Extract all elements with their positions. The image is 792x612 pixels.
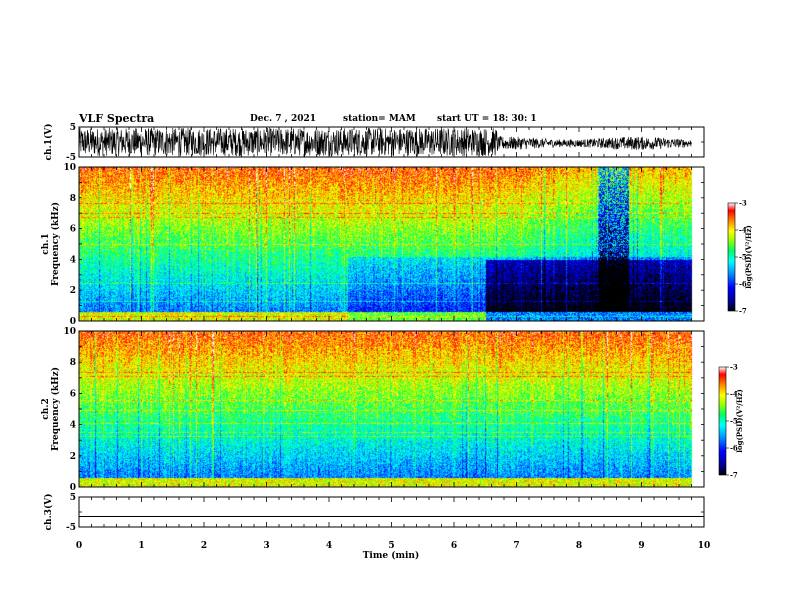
ch2-colorbar: -3 -4 -5 -6 -7 xyxy=(718,363,738,480)
ch1-spectrogram-ticks: 0 2 4 6 8 10 xyxy=(63,163,705,327)
date-label: Dec. 7 , 2021 xyxy=(250,114,316,124)
start-time-label: start UT = 18: 30: 1 xyxy=(437,114,537,124)
ch2-spectrogram-ylabel-top: ch.2 xyxy=(41,398,51,419)
y-tick-label: 0 xyxy=(70,317,76,327)
y-tick-label: 6 xyxy=(70,225,76,235)
ch1-spectrogram-ylabel-top: ch.1 xyxy=(41,233,51,254)
colorbar-tick-label: -6 xyxy=(739,280,747,289)
x-tick-label: 9 xyxy=(638,541,644,551)
ch3-waveform-panel: 5 -5 xyxy=(66,493,705,533)
station-label: station= MAM xyxy=(343,114,416,124)
y-tick-label: 5 xyxy=(70,493,76,503)
ch1-colorbar: -3 -4 -5 -6 -7 xyxy=(727,199,747,316)
y-tick-label: -5 xyxy=(66,153,76,163)
ch1-spectrogram-ylabel: Frequency (kHz) xyxy=(50,202,61,286)
y-tick-label: 8 xyxy=(70,358,76,368)
ch1-waveform-line xyxy=(79,127,692,157)
colorbar-tick-label: -5 xyxy=(730,417,738,426)
ch2-spectrogram-ylabel: Frequency (kHz) xyxy=(50,367,61,451)
colorbar-tick-label: -6 xyxy=(730,444,738,453)
y-tick-label: 10 xyxy=(63,327,76,337)
time-xtick-labels: 0 1 2 3 4 5 6 7 8 9 10 xyxy=(76,541,710,551)
ch1-colorbar-gradient xyxy=(727,202,736,312)
x-tick-label: 5 xyxy=(388,541,394,551)
x-tick-label: 8 xyxy=(576,541,582,551)
ch1-waveform-ylabel: ch.1(V) xyxy=(43,124,54,161)
y-tick-label: 0 xyxy=(70,483,76,493)
y-tick-label: -5 xyxy=(66,523,76,533)
ch2-spectrogram-panel: 0 2 4 6 8 10 xyxy=(63,327,705,493)
ch2-colorbar-label: log(PSD)(V²/Hz) xyxy=(735,389,744,453)
y-tick-label: 10 xyxy=(63,163,76,173)
ch1-waveform-panel: 5 -5 xyxy=(66,123,705,163)
ch1-spectrogram-canvas-wrap xyxy=(79,167,704,321)
ch1-colorbar-label: log(PSD)(V²/Hz) xyxy=(744,225,753,289)
ch1-spectrogram-panel: 0 2 4 6 8 10 xyxy=(63,163,705,327)
colorbar-tick-label: -3 xyxy=(730,363,738,372)
x-tick-label: 2 xyxy=(201,541,207,551)
x-tick-label: 4 xyxy=(326,541,332,551)
colorbar-tick-label: -5 xyxy=(739,253,747,262)
ch2-colorbar-gradient xyxy=(718,366,727,476)
y-tick-label: 2 xyxy=(70,286,76,296)
y-tick-label: 4 xyxy=(70,255,76,265)
x-tick-label: 7 xyxy=(513,541,519,551)
chart-title: VLF Spectra xyxy=(79,112,155,125)
colorbar-tick-label: -4 xyxy=(730,390,738,399)
ch2-spectrogram-canvas-wrap xyxy=(79,331,704,487)
x-tick-label: 1 xyxy=(138,541,144,551)
ch2-spectrogram-heatmap xyxy=(79,331,704,487)
y-tick-label: 2 xyxy=(70,452,76,462)
colorbar-tick-label: -3 xyxy=(739,199,747,208)
y-tick-label: 6 xyxy=(70,389,76,399)
time-xlabel: Time (min) xyxy=(363,550,420,561)
ch1-waveform-ticks: 5 -5 xyxy=(66,123,705,163)
ch3-waveform-ticks: 5 -5 xyxy=(66,493,705,533)
ch2-spectrogram-ticks: 0 2 4 6 8 10 xyxy=(63,327,705,493)
y-tick-label: 4 xyxy=(70,421,76,431)
x-tick-label: 10 xyxy=(698,541,711,551)
x-tick-label: 6 xyxy=(451,541,457,551)
y-tick-label: 5 xyxy=(70,123,76,133)
y-tick-label: 8 xyxy=(70,194,76,204)
colorbar-tick-label: -7 xyxy=(730,471,738,480)
ch3-waveform-ylabel: ch.3(V) xyxy=(43,494,54,531)
x-tick-label: 0 xyxy=(76,541,82,551)
ch1-spectrogram-heatmap xyxy=(79,167,704,321)
x-tick-label: 3 xyxy=(263,541,269,551)
colorbar-tick-label: -4 xyxy=(739,226,747,235)
colorbar-tick-label: -7 xyxy=(739,307,747,316)
